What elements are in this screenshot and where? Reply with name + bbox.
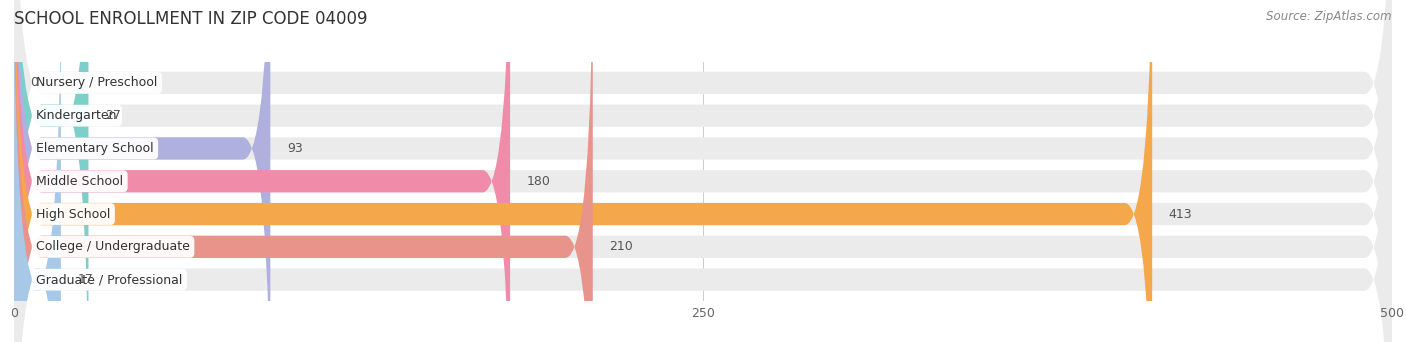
Text: Middle School: Middle School [37,175,124,188]
FancyBboxPatch shape [14,0,593,342]
FancyBboxPatch shape [14,0,1392,342]
Text: Graduate / Professional: Graduate / Professional [37,273,183,286]
Text: Elementary School: Elementary School [37,142,153,155]
FancyBboxPatch shape [14,0,1392,342]
Text: 93: 93 [287,142,302,155]
FancyBboxPatch shape [14,0,510,342]
Text: Nursery / Preschool: Nursery / Preschool [37,76,157,89]
FancyBboxPatch shape [14,0,1392,342]
FancyBboxPatch shape [14,0,60,342]
Text: 210: 210 [609,240,633,253]
Text: 180: 180 [527,175,551,188]
FancyBboxPatch shape [14,0,1392,342]
Text: 0: 0 [31,76,38,89]
FancyBboxPatch shape [14,0,1152,342]
FancyBboxPatch shape [14,0,89,342]
Text: High School: High School [37,208,111,221]
Text: 17: 17 [77,273,93,286]
FancyBboxPatch shape [14,0,1392,342]
FancyBboxPatch shape [14,0,1392,342]
FancyBboxPatch shape [14,0,270,342]
Text: 27: 27 [105,109,121,122]
Text: SCHOOL ENROLLMENT IN ZIP CODE 04009: SCHOOL ENROLLMENT IN ZIP CODE 04009 [14,10,367,28]
Text: College / Undergraduate: College / Undergraduate [37,240,190,253]
Text: Source: ZipAtlas.com: Source: ZipAtlas.com [1267,10,1392,23]
Text: Kindergarten: Kindergarten [37,109,118,122]
FancyBboxPatch shape [14,0,1392,342]
Text: 413: 413 [1168,208,1192,221]
